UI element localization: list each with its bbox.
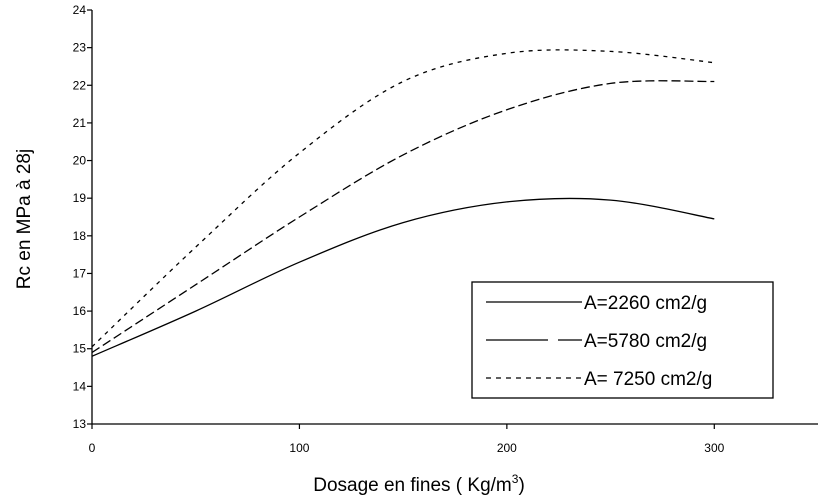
legend-label: A=5780 cm2/g <box>584 331 707 352</box>
legend: A=2260 cm2/g A=5780 cm2/g A= 7250 cm2/g <box>471 281 774 399</box>
series-line-2 <box>91 80 715 354</box>
y-axis-title: Rc en MPa à 28j <box>14 149 35 289</box>
x-tick-label: 300 <box>704 441 724 455</box>
y-tick-label: 15 <box>73 342 87 356</box>
y-tick-label: 24 <box>73 3 87 17</box>
x-axis-title-superscript: 3 <box>512 472 519 486</box>
y-tick-label: 19 <box>73 191 87 205</box>
legend-label: A=2260 cm2/g <box>584 293 707 314</box>
y-tick-label: 16 <box>73 304 87 318</box>
x-tick-label: 0 <box>89 441 96 455</box>
legend-items: A=2260 cm2/g A=5780 cm2/g A= 7250 cm2/g <box>486 293 712 390</box>
x-axis-title-main: Dosage en fines ( Kg/m <box>313 475 512 496</box>
y-tick-label: 20 <box>73 154 87 168</box>
x-axis-title: Dosage en fines ( Kg/m3) <box>313 472 525 496</box>
plot-area: 13 14 15 16 17 18 19 20 21 22 23 24 0 100 200 300 <box>73 3 818 455</box>
y-tick-label: 23 <box>73 41 87 55</box>
y-tick-label: 18 <box>73 229 87 243</box>
legend-label: A= 7250 cm2/g <box>584 369 712 390</box>
y-tick-label: 22 <box>73 78 87 92</box>
y-tick-label: 13 <box>73 417 87 431</box>
y-tick-label: 21 <box>73 116 87 130</box>
y-tick-label: 17 <box>73 266 87 280</box>
series-lines <box>91 49 715 357</box>
series-line-1 <box>91 197 715 357</box>
x-tick-label: 200 <box>497 441 517 455</box>
x-axis-title-suffix: ) <box>518 475 524 496</box>
y-axis-ticks: 13 14 15 16 17 18 19 20 21 22 23 24 <box>73 3 92 431</box>
y-tick-label: 14 <box>73 379 87 393</box>
series-line-3 <box>91 49 715 348</box>
x-tick-label: 100 <box>289 441 309 455</box>
x-axis-ticks: 0 100 200 300 <box>89 424 725 455</box>
